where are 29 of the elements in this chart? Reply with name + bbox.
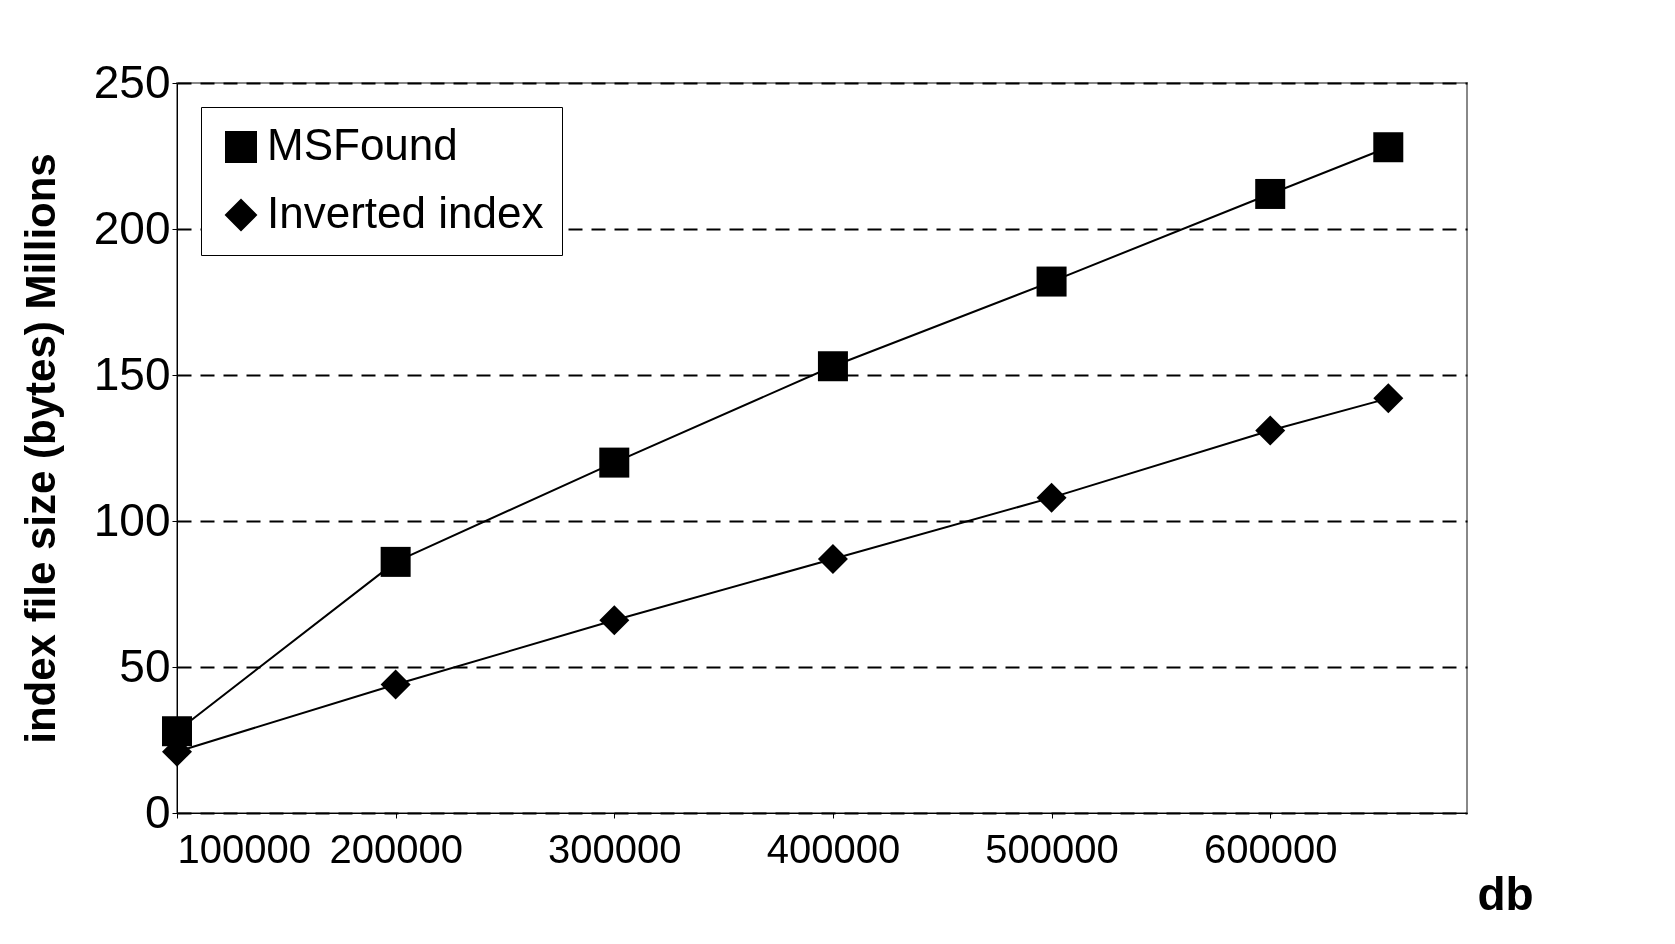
y-axis-title: index file size (bytes) Millions — [16, 153, 64, 744]
point — [1036, 266, 1067, 297]
point — [1255, 178, 1286, 209]
x-axis-title: db — [1477, 867, 1534, 920]
legend-label: MSFound — [267, 120, 458, 169]
x-tick-label: 400000 — [766, 826, 901, 871]
x-tick-label: 100000 — [177, 826, 311, 871]
y-tick-label: 100 — [93, 493, 171, 546]
point — [162, 716, 192, 747]
point — [599, 447, 630, 478]
legend-label: Inverted index — [267, 188, 544, 237]
point — [380, 546, 411, 577]
y-tick-label: 250 — [93, 55, 171, 108]
point — [817, 543, 848, 574]
point — [599, 605, 630, 636]
point — [1373, 383, 1404, 414]
x-tick-label: 300000 — [548, 826, 682, 871]
point — [1036, 482, 1067, 513]
y-tick-label: 50 — [119, 639, 171, 692]
y-tick-label: 200 — [93, 201, 171, 254]
point — [380, 669, 411, 700]
x-tick-label: 600000 — [1203, 826, 1338, 871]
point — [1373, 132, 1404, 163]
point — [817, 351, 848, 382]
point — [1255, 415, 1286, 446]
x-tick-label: 200000 — [329, 826, 463, 871]
x-tick-label: 500000 — [985, 826, 1119, 871]
y-tick-label: 0 — [144, 785, 171, 838]
y-tick-label: 150 — [93, 347, 171, 400]
